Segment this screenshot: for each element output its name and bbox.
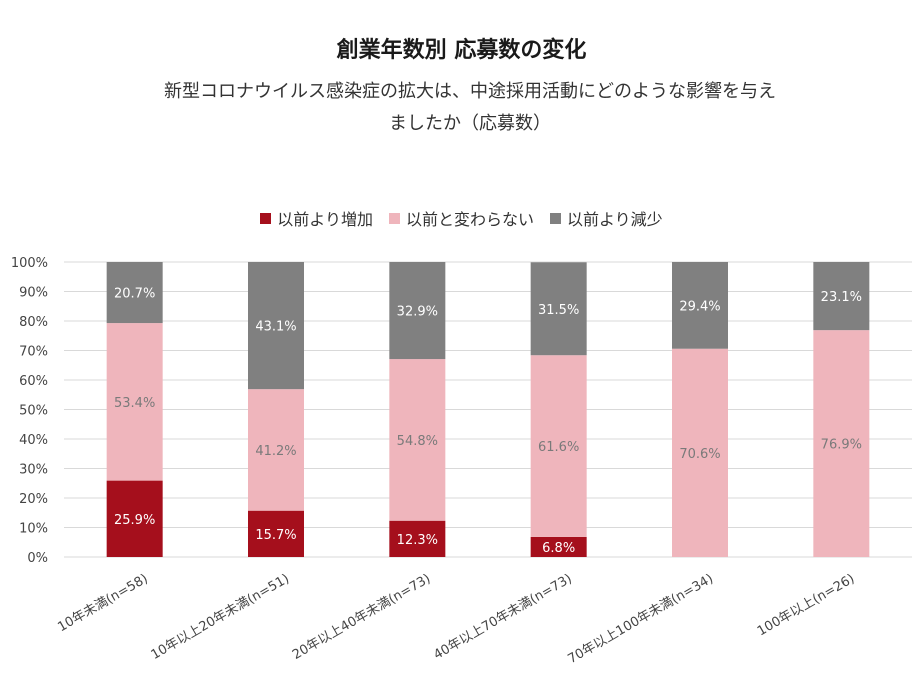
data-label: 41.2%: [255, 444, 296, 459]
legend-item-decrease: 以前より減少: [550, 206, 663, 230]
bar-segment: [389, 520, 446, 557]
bar-segment: [530, 355, 587, 537]
data-label: 61.6%: [538, 440, 579, 455]
y-tick-label: 10%: [19, 522, 48, 537]
data-label: 54.8%: [397, 434, 438, 449]
bar-segment: [106, 323, 163, 481]
legend-item-increase: 以前より増加: [260, 206, 373, 230]
x-tick-label: 20年以上40年未満(n=73): [290, 571, 433, 662]
x-tick-label: 40年以上70年未満(n=73): [431, 571, 574, 662]
y-tick-label: 0%: [27, 551, 48, 566]
legend: 以前より増加 以前と変わらない 以前より減少: [0, 206, 923, 230]
y-tick-label: 80%: [19, 315, 48, 330]
bar-segment: [389, 359, 446, 521]
subtitle-line-1: 新型コロナウイルス感染症の拡大は、中途採用活動にどのような影響を与え: [164, 81, 776, 102]
legend-label-decrease: 以前より減少: [567, 210, 663, 229]
data-label: 43.1%: [255, 320, 296, 335]
data-label: 70.6%: [679, 447, 720, 462]
data-label: 31.5%: [538, 303, 579, 318]
subtitle-line-2: ましたか（応募数）: [389, 113, 551, 134]
data-label: 32.9%: [397, 305, 438, 320]
bar-segment: [248, 262, 304, 390]
data-label: 53.4%: [114, 396, 155, 411]
y-tick-label: 70%: [19, 345, 48, 360]
legend-label-same: 以前と変わらない: [405, 210, 534, 229]
legend-label-increase: 以前より増加: [277, 210, 373, 229]
bar-segment: [530, 536, 587, 557]
y-tick-label: 90%: [19, 286, 48, 301]
bar-segment: [389, 262, 446, 360]
x-tick-label: 10年未満(n=58): [55, 571, 150, 635]
legend-swatch-decrease: [550, 212, 561, 224]
bar-segment: [248, 510, 304, 557]
legend-swatch-increase: [260, 212, 272, 224]
data-label: 76.9%: [821, 438, 862, 453]
chart-title: 創業年数別 応募数の変化: [336, 38, 587, 63]
legend-item-same: 以前と変わらない: [388, 206, 534, 230]
y-tick-label: 20%: [19, 492, 48, 507]
y-tick-label: 50%: [19, 404, 48, 419]
bar-segment: [813, 262, 870, 331]
bar-segment: [106, 480, 163, 557]
x-tick-label: 100年以上(n=26): [755, 571, 857, 639]
data-label: 23.1%: [821, 290, 862, 305]
bar-segment: [248, 389, 304, 511]
bar-segment: [813, 330, 870, 557]
bar-segment: [106, 262, 163, 324]
data-label: 20.7%: [114, 287, 155, 302]
y-tick-label: 40%: [19, 433, 48, 448]
data-label: 12.3%: [397, 533, 438, 548]
x-tick-label: 10年以上20年未満(n=51): [149, 571, 292, 662]
bar-segment: [672, 262, 728, 349]
bar-segment: [672, 348, 728, 557]
y-tick-label: 60%: [19, 374, 48, 389]
data-label: 29.4%: [679, 299, 720, 314]
data-label: 15.7%: [255, 528, 296, 543]
y-tick-label: 30%: [19, 463, 48, 478]
legend-swatch-same: [388, 212, 400, 224]
data-label: 6.8%: [542, 541, 575, 556]
x-tick-label: 70年以上100年未満(n=34): [565, 571, 716, 667]
data-label: 25.9%: [114, 513, 155, 528]
bar-segment: [530, 262, 587, 356]
y-tick-label: 100%: [11, 256, 48, 271]
chart-subtitle: 新型コロナウイルス感染症の拡大は、中途採用活動にどのような影響を与え ましたか（…: [120, 76, 820, 140]
